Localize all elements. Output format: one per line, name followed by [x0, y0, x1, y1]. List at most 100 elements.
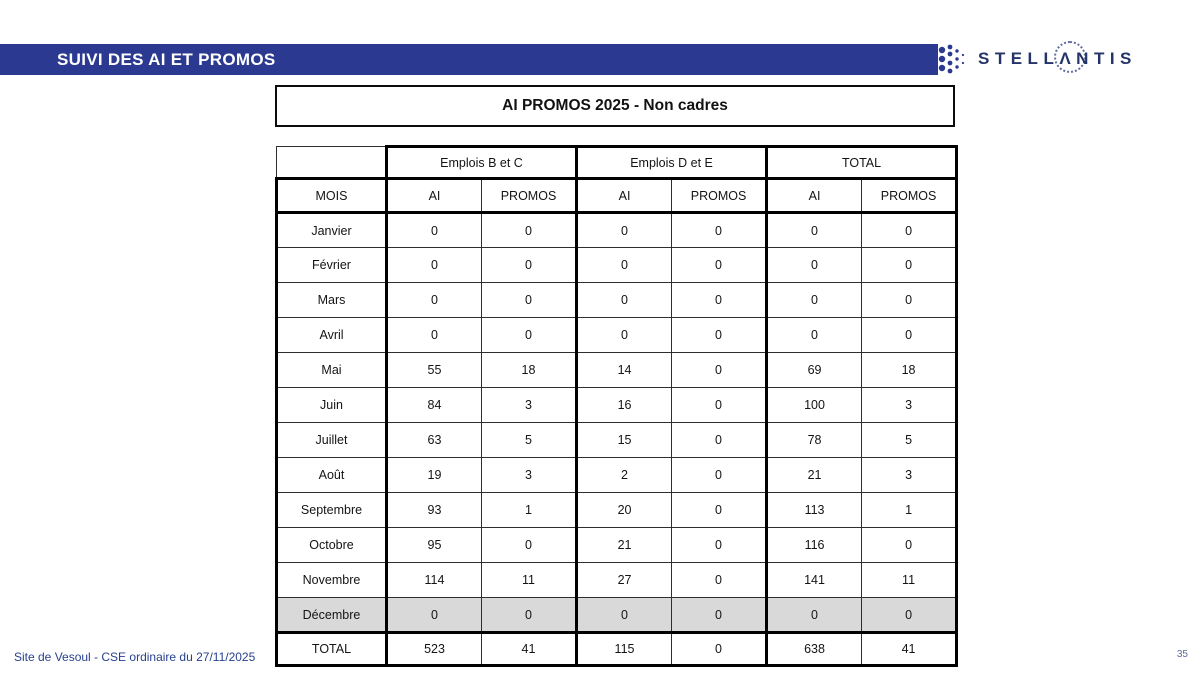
cell-value: 14 [576, 352, 673, 388]
cell-total-value: 41 [480, 631, 579, 667]
cell-value: 78 [766, 422, 863, 458]
group-header-total: TOTAL [765, 145, 959, 180]
cell-value: 16 [576, 387, 673, 423]
column-header-promos: PROMOS [671, 178, 769, 214]
slide-title-box: AI PROMOS 2025 - Non cadres [275, 85, 955, 127]
slide-title: AI PROMOS 2025 - Non cadres [502, 97, 728, 114]
column-header-mois: MOIS [275, 177, 388, 214]
cell-value: 0 [386, 212, 482, 248]
cell-value: 0 [386, 317, 482, 353]
cell-value: 0 [671, 457, 769, 493]
cell-value: 11 [480, 562, 579, 598]
cell-value: 21 [766, 457, 863, 493]
cell-value: 15 [576, 422, 673, 458]
cell-value: 0 [480, 317, 579, 353]
cell-value: 5 [480, 422, 579, 458]
cell-value: 55 [386, 352, 482, 388]
table-row: Novembre 114 11 27 0 141 11 [275, 562, 959, 598]
cell-value: 0 [766, 247, 863, 283]
cell-value: 5 [861, 422, 959, 458]
column-header-ai: AI [576, 178, 673, 214]
cell-value: 18 [480, 352, 579, 388]
cell-total-value: 0 [671, 631, 769, 667]
cell-value: 20 [576, 492, 673, 528]
cell-month: Juillet [275, 422, 388, 458]
cell-value: 0 [671, 317, 769, 353]
cell-value: 0 [480, 247, 579, 283]
cell-value: 0 [861, 247, 959, 283]
column-header-promos: PROMOS [861, 178, 959, 214]
cell-value: 0 [766, 597, 863, 633]
cell-value: 18 [861, 352, 959, 388]
table-row: Octobre 95 0 21 0 116 0 [275, 527, 959, 563]
group-header-emplois-d-e: Emplois D et E [575, 145, 769, 180]
cell-month: Août [275, 457, 388, 493]
cell-value: 3 [480, 387, 579, 423]
cell-month: Mai [275, 352, 388, 388]
cell-value: 0 [480, 282, 579, 318]
table-row: Juillet 63 5 15 0 78 5 [275, 422, 959, 458]
cell-value: 0 [861, 527, 959, 563]
cell-value: 114 [386, 562, 482, 598]
column-header-ai: AI [766, 178, 863, 214]
cell-value: 1 [480, 492, 579, 528]
cell-value: 0 [671, 597, 769, 633]
table-row: Février 0 0 0 0 0 0 [275, 247, 959, 283]
cell-value: 93 [386, 492, 482, 528]
cell-total-value: 638 [766, 631, 863, 667]
cell-value: 0 [576, 317, 673, 353]
cell-value: 11 [861, 562, 959, 598]
cell-value: 3 [861, 387, 959, 423]
cell-value: 0 [671, 387, 769, 423]
table-row: Septembre 93 1 20 0 113 1 [275, 492, 959, 528]
cell-value: 27 [576, 562, 673, 598]
stellantis-logo: STELLΛNTIS [978, 41, 1158, 75]
table-total-row: TOTAL 523 41 115 0 638 41 [275, 631, 959, 667]
cell-total-value: 115 [576, 631, 673, 667]
footer-site-label: Site de Vesoul - CSE ordinaire du 27/11/… [14, 650, 256, 664]
cell-value: 0 [671, 352, 769, 388]
column-header-promos: PROMOS [480, 178, 579, 214]
cell-value: 0 [861, 212, 959, 248]
cell-value: 1 [861, 492, 959, 528]
cell-value: 0 [766, 317, 863, 353]
page-number: 35 [1176, 649, 1188, 660]
column-header-ai: AI [386, 178, 482, 214]
logo-wordmark: STELLΛNTIS [978, 49, 1137, 68]
table-row-december: Décembre 0 0 0 0 0 0 [275, 597, 959, 633]
cell-total-value: 523 [386, 631, 482, 667]
table-row: Janvier 0 0 0 0 0 0 [275, 212, 959, 248]
cell-value: 113 [766, 492, 863, 528]
cell-value: 3 [861, 457, 959, 493]
table-group-header-row: Emplois B et C Emplois D et E TOTAL [276, 145, 959, 180]
header-bar-title: SUIVI DES AI ET PROMOS [57, 49, 276, 69]
cell-month: Janvier [275, 212, 388, 248]
cell-month: Mars [275, 282, 388, 318]
halftone-dots-decoration [938, 44, 965, 74]
cell-value: 0 [480, 212, 579, 248]
cell-total-value: 41 [861, 631, 959, 667]
logo-halo-dots-icon [1054, 41, 1086, 73]
cell-value: 0 [576, 597, 673, 633]
cell-month: Novembre [275, 562, 388, 598]
cell-value: 0 [480, 527, 579, 563]
cell-value: 19 [386, 457, 482, 493]
table-corner-cell [276, 146, 387, 179]
cell-month: Juin [275, 387, 388, 423]
cell-value: 0 [480, 597, 579, 633]
group-header-emplois-b-c: Emplois B et C [384, 145, 579, 180]
cell-value: 84 [386, 387, 482, 423]
cell-value: 0 [671, 212, 769, 248]
cell-value: 69 [766, 352, 863, 388]
cell-value: 0 [861, 597, 959, 633]
table-row: Avril 0 0 0 0 0 0 [275, 317, 959, 353]
cell-value: 0 [671, 562, 769, 598]
cell-value: 0 [576, 212, 673, 248]
cell-month: Avril [275, 317, 388, 353]
cell-value: 0 [671, 282, 769, 318]
cell-value: 0 [576, 247, 673, 283]
cell-month: Décembre [275, 597, 388, 633]
cell-value: 2 [576, 457, 673, 493]
cell-value: 100 [766, 387, 863, 423]
